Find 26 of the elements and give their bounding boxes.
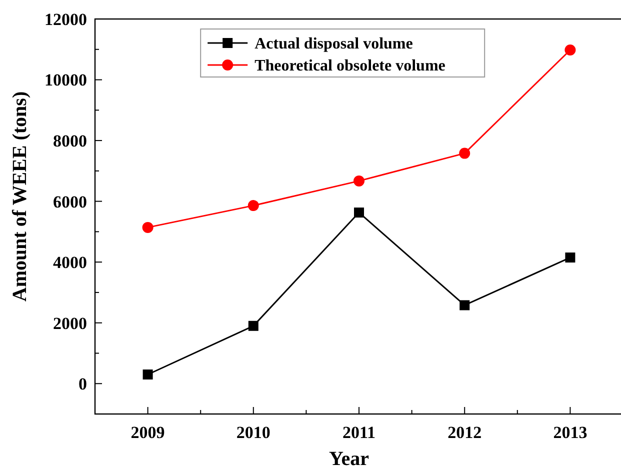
point <box>142 222 154 233</box>
y-tick-label: 2000 <box>53 314 87 333</box>
point <box>354 208 364 218</box>
x-tick-label: 2013 <box>553 423 588 442</box>
point <box>142 370 153 380</box>
x-tick-label: 2009 <box>130 423 165 442</box>
y-tick-label: 10000 <box>44 70 87 90</box>
x-tick-label: 2011 <box>342 423 376 442</box>
point <box>565 252 576 263</box>
point <box>564 44 576 56</box>
x-tick-label: 2010 <box>236 423 270 442</box>
y-axis-title: Amount of WEEE (tons) <box>9 91 31 302</box>
y-tick-label: 0 <box>78 374 87 394</box>
y-tick-label: 4000 <box>53 253 87 272</box>
legend-label: Theoretical obsolete volume <box>254 58 446 75</box>
point <box>248 320 258 331</box>
point <box>459 148 470 159</box>
y-tick-label: 12000 <box>44 10 87 29</box>
point <box>248 200 259 212</box>
x-tick-label: 2012 <box>448 423 482 442</box>
x-axis-title: Year <box>329 448 370 469</box>
point <box>354 175 364 186</box>
y-tick-label: 6000 <box>53 192 87 212</box>
point <box>460 300 470 310</box>
legend-label: Actual disposal volume <box>254 36 413 53</box>
y-tick-label: 8000 <box>53 131 87 150</box>
